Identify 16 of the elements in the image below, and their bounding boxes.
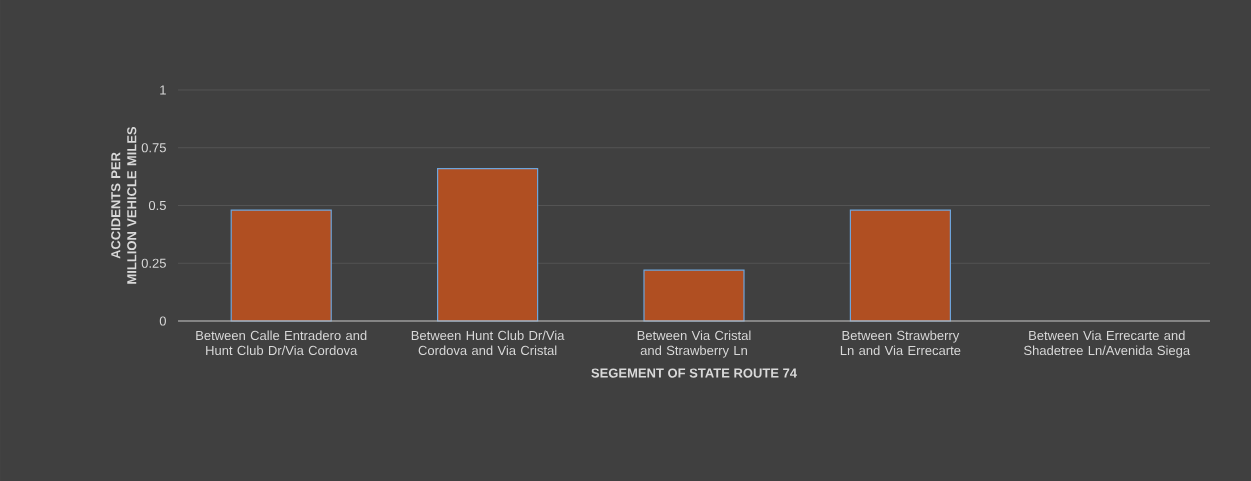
x-axis-title: SEGEMENT OF STATE ROUTE 74 (591, 368, 797, 378)
x-tick-label: Between Calle Entradero and Hunt Club Dr/Via Cordova (196, 330, 367, 356)
x-tick-label: Between Hunt Club Dr/Via Cordova and Via Cristal (411, 330, 565, 356)
x-tick-label: Between Via Errecarte and Shadetree Ln/Avenida Siega (1024, 330, 1191, 358)
y-tick-label: 0.75 (141, 143, 166, 153)
y-tick-label: 0 (159, 316, 166, 326)
y-tick-label: 1 (160, 85, 166, 95)
y-tick-label: 0.5 (148, 200, 166, 211)
bar (849, 209, 951, 322)
y-axis-title: ACCIDENTS PER MILLION VEHICLE MILES (111, 126, 137, 284)
x-tick-label: Between Via Cristal and Strawberry Ln (637, 330, 751, 358)
bar (230, 209, 332, 322)
bar (643, 269, 745, 322)
y-tick-label: 0.25 (141, 258, 166, 268)
x-tick-label: Between Strawberry Ln and Via Errecarte (840, 330, 961, 356)
bar (437, 167, 539, 322)
